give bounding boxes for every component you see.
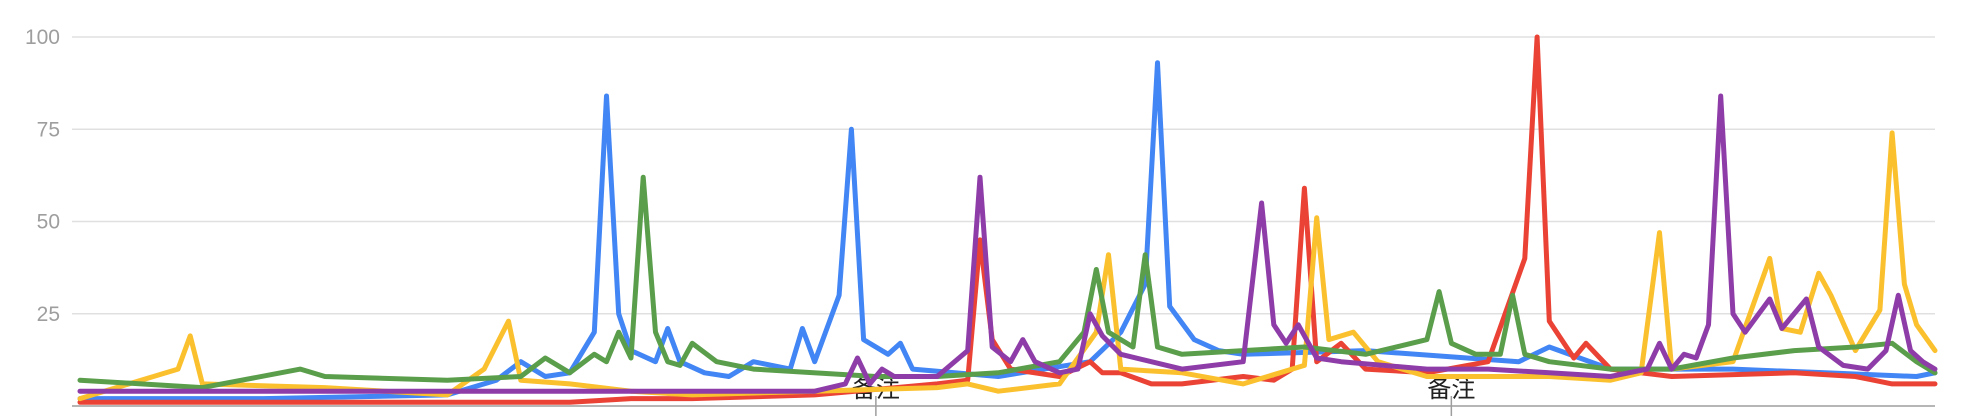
annotation-label: 备注	[1427, 375, 1475, 403]
y-tick-label: 25	[37, 303, 60, 326]
series-line-4	[77, 174, 1938, 391]
y-tick-label: 50	[37, 211, 60, 234]
series-line-1	[77, 60, 1938, 402]
y-tick-label: 100	[25, 26, 60, 49]
series-line-2	[77, 34, 1938, 405]
series-lines	[77, 34, 1938, 405]
series-line-5	[77, 93, 1938, 394]
y-axis-ticks: 25 50 75 100	[25, 26, 60, 326]
y-tick-label: 75	[37, 118, 60, 141]
gridlines	[72, 36, 1935, 315]
